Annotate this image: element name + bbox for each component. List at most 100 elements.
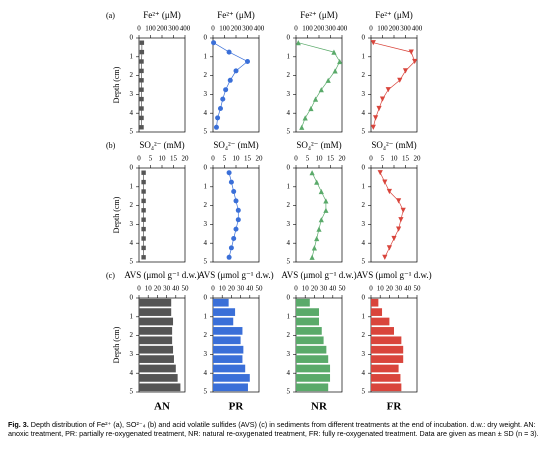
row-label: (b) bbox=[106, 141, 116, 150]
y-tick-label: 3 bbox=[130, 220, 134, 228]
x-tick-label: 100 bbox=[219, 25, 230, 33]
x-tick-label: 5 bbox=[381, 155, 385, 163]
x-tick-label: 0 bbox=[211, 25, 215, 33]
y-tick-label: 3 bbox=[362, 90, 366, 98]
x-tick-label: 40 bbox=[404, 285, 412, 293]
marker bbox=[331, 49, 337, 55]
plot-frame bbox=[138, 297, 186, 393]
x-tick-label: 20 bbox=[182, 155, 190, 163]
x-tick-label: 0 bbox=[137, 285, 141, 293]
treatment-label: FR bbox=[387, 401, 403, 413]
marker bbox=[382, 254, 388, 260]
x-tick-label: 15 bbox=[244, 155, 252, 163]
bar bbox=[371, 355, 404, 363]
marker bbox=[412, 58, 418, 65]
marker bbox=[211, 40, 217, 46]
bar bbox=[213, 345, 244, 354]
y-tick-label: 3 bbox=[287, 90, 291, 98]
plot-frame bbox=[295, 167, 343, 263]
marker bbox=[139, 115, 144, 121]
x-tick-label: 5 bbox=[149, 155, 153, 163]
bar bbox=[139, 355, 174, 363]
x-axis-label: AVS (μmol g⁻¹ d.w.) bbox=[124, 270, 199, 280]
plot-frame bbox=[370, 167, 418, 263]
bar bbox=[371, 383, 402, 392]
x-axis-label: Fe²⁺ (μM) bbox=[300, 10, 338, 20]
bar bbox=[371, 345, 404, 354]
y-tick-label: 3 bbox=[287, 220, 291, 228]
x-tick-label: 10 bbox=[233, 155, 241, 163]
line bbox=[379, 172, 404, 258]
y-tick-label: 5 bbox=[362, 388, 366, 396]
caption-label: Fig. 3. bbox=[8, 420, 29, 429]
y-tick-label: 5 bbox=[204, 388, 208, 396]
y-tick-label: 3 bbox=[204, 350, 208, 358]
x-tick-label: 30 bbox=[320, 285, 328, 293]
bar bbox=[296, 355, 329, 363]
bar bbox=[139, 364, 176, 373]
y-tick-label: 3 bbox=[362, 350, 366, 358]
x-tick-label: 0 bbox=[294, 285, 298, 293]
y-tick-label: 2 bbox=[362, 331, 366, 339]
marker bbox=[370, 124, 376, 130]
bar bbox=[139, 327, 173, 335]
marker bbox=[217, 106, 223, 111]
line bbox=[213, 42, 249, 128]
x-tick-label: 10 bbox=[391, 155, 399, 163]
x-tick-label: 40 bbox=[329, 285, 337, 293]
bar bbox=[371, 298, 379, 307]
marker bbox=[233, 68, 239, 74]
bar bbox=[139, 308, 172, 316]
x-tick-label: 300 bbox=[400, 25, 411, 33]
marker bbox=[226, 254, 232, 260]
x-tick-label: 30 bbox=[163, 285, 171, 293]
bar bbox=[296, 308, 319, 316]
x-tick-label: 0 bbox=[211, 285, 215, 293]
marker bbox=[141, 245, 146, 251]
x-axis-label: SO₄²⁻ (mM) bbox=[371, 140, 416, 150]
caption-text: Depth distribution of Fe²⁺ (a), SO²⁻₄ (b… bbox=[8, 420, 539, 438]
y-tick-label: 0 bbox=[130, 34, 134, 42]
y-tick-label: 3 bbox=[130, 90, 134, 98]
x-tick-label: 400 bbox=[254, 25, 265, 33]
bar bbox=[213, 308, 236, 316]
marker bbox=[141, 255, 146, 260]
x-tick-label: 15 bbox=[170, 155, 178, 163]
y-tick-label: 2 bbox=[362, 71, 366, 79]
bar bbox=[296, 364, 331, 373]
x-tick-label: 300 bbox=[242, 25, 253, 33]
treatment-label: PR bbox=[229, 401, 245, 413]
marker bbox=[139, 49, 145, 55]
marker bbox=[382, 179, 388, 185]
bar bbox=[139, 317, 174, 326]
x-tick-label: 30 bbox=[395, 285, 403, 293]
x-axis-label: AVS (μmol g⁻¹ d.w.) bbox=[281, 270, 356, 280]
plot-frame bbox=[138, 37, 186, 133]
y-tick-label: 1 bbox=[287, 312, 291, 320]
y-tick-label: 4 bbox=[204, 239, 208, 247]
y-tick-label: 2 bbox=[362, 201, 366, 209]
y-tick-label: 4 bbox=[287, 109, 291, 117]
y-tick-label: 1 bbox=[204, 182, 208, 190]
y-tick-label: 2 bbox=[204, 71, 208, 79]
bar bbox=[296, 298, 310, 307]
marker bbox=[337, 58, 343, 65]
x-tick-label: 400 bbox=[337, 25, 348, 33]
x-tick-label: 20 bbox=[228, 285, 236, 293]
x-tick-label: 0 bbox=[369, 285, 373, 293]
x-tick-label: 200 bbox=[157, 25, 168, 33]
x-tick-label: 20 bbox=[339, 155, 347, 163]
marker bbox=[220, 96, 226, 102]
marker bbox=[312, 96, 319, 102]
x-tick-label: 100 bbox=[377, 25, 388, 33]
x-tick-label: 10 bbox=[316, 155, 324, 163]
marker bbox=[245, 59, 250, 64]
marker bbox=[318, 188, 324, 195]
x-tick-label: 400 bbox=[180, 25, 191, 33]
marker bbox=[231, 189, 237, 194]
y-tick-label: 2 bbox=[287, 331, 291, 339]
y-tick-label: 4 bbox=[130, 369, 134, 377]
bar bbox=[296, 374, 331, 382]
marker bbox=[228, 179, 234, 185]
